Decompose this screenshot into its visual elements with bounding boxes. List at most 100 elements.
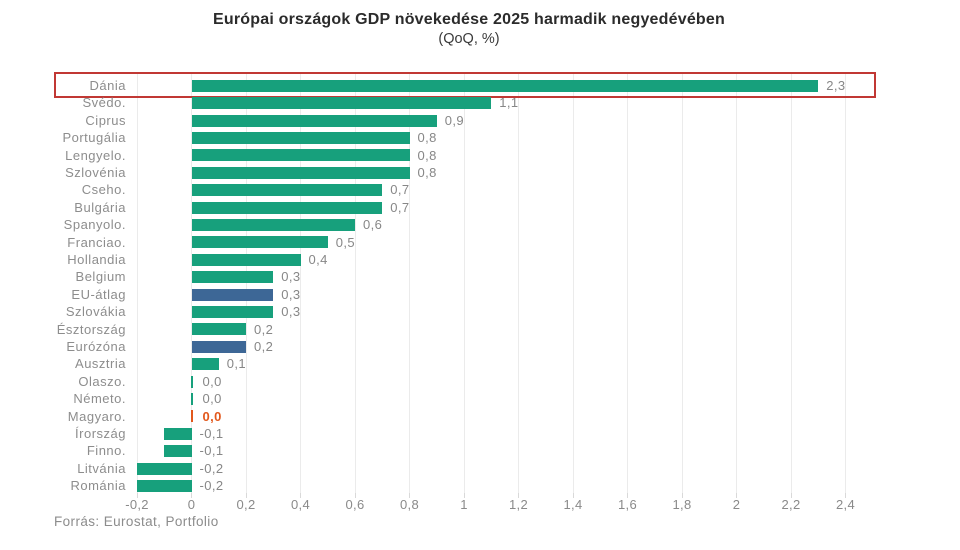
country-label: Románia [70, 478, 126, 494]
value-label: 0,8 [417, 147, 437, 163]
x-tick-mark [409, 493, 410, 498]
country-label: Hollandia [67, 252, 126, 267]
value-label: 0,3 [281, 304, 301, 320]
x-tick-mark [518, 493, 519, 498]
x-tick-label: 1,8 [672, 497, 692, 512]
value-label: 0,2 [254, 321, 274, 337]
country-label: Németo. [73, 391, 126, 407]
gridline [736, 72, 737, 493]
x-tick-mark [845, 493, 846, 498]
value-label: -0,2 [199, 460, 224, 476]
value-label: 2,3 [826, 78, 846, 93]
country-label: Magyaro. [67, 408, 126, 424]
x-tick-label: 2,4 [836, 497, 855, 512]
x-tick-mark [572, 493, 574, 498]
country-label: Eurózóna [66, 339, 126, 354]
gridline [845, 72, 846, 493]
x-tick-label: 0 [187, 497, 196, 512]
value-label: -0,1 [199, 426, 224, 441]
x-tick-label: -0,2 [125, 497, 149, 512]
country-label: Ciprus [85, 112, 126, 128]
country-label: Spanyolo. [63, 217, 126, 233]
gridline [572, 72, 574, 493]
x-tick-mark [463, 493, 465, 498]
value-label: 0,9 [444, 112, 465, 128]
x-tick-mark [354, 493, 356, 498]
country-label: Svédo. [82, 95, 126, 111]
x-tick-label: 2,2 [781, 497, 801, 512]
bar [137, 479, 192, 492]
value-label: 0,1 [226, 356, 247, 372]
bar [191, 271, 274, 284]
country-label: Finno. [86, 443, 126, 459]
country-label: Bulgária [74, 199, 126, 215]
x-tick-mark [191, 493, 192, 498]
country-label: Szlovákia [65, 304, 126, 320]
country-label: Írország [75, 426, 126, 441]
bar [164, 445, 192, 458]
bar [191, 340, 246, 353]
x-tick-mark [681, 493, 683, 498]
country-label: Lengyelo. [65, 147, 126, 163]
chart-title: Európai országok GDP növekedése 2025 har… [213, 11, 725, 28]
x-tick-mark [136, 493, 138, 498]
x-tick-mark [736, 493, 737, 498]
x-tick-mark [627, 493, 628, 498]
value-label: 0,4 [308, 252, 328, 267]
bar [191, 114, 437, 127]
gridline [463, 72, 465, 493]
gridline [409, 72, 410, 493]
value-label: 0,7 [390, 199, 410, 215]
highlight-box [54, 72, 876, 99]
gridline [136, 72, 138, 493]
value-label: 0,0 [202, 391, 222, 407]
x-tick-label: 2 [732, 497, 741, 512]
x-tick-label: 1,4 [563, 497, 583, 512]
value-label: 0,0 [202, 373, 222, 389]
x-tick-mark [245, 493, 247, 498]
value-label: 0,6 [363, 217, 383, 233]
bar [191, 218, 355, 231]
gridline [300, 72, 301, 493]
bar [190, 410, 193, 423]
country-label: Szlovénia [65, 165, 126, 180]
bar [191, 79, 819, 92]
x-tick-label: 1,2 [509, 497, 528, 512]
country-label: EU-átlag [71, 286, 126, 302]
country-label: Dánia [89, 78, 126, 93]
x-tick-mark [790, 493, 792, 498]
bar [191, 131, 410, 144]
value-label: 0,3 [281, 286, 301, 302]
bar [191, 201, 383, 214]
bar [191, 305, 274, 318]
x-tick-label: 1,6 [618, 497, 637, 512]
value-label: -0,1 [199, 443, 224, 459]
gridline [681, 72, 683, 493]
chart-subtitle: (QoQ, %) [438, 31, 500, 47]
x-tick-label: 0,8 [400, 497, 419, 512]
country-label: Olaszo. [78, 373, 126, 389]
x-tick-label: 0,6 [345, 497, 365, 512]
country-label: Belgium [75, 269, 126, 285]
source-note: Forrás: Eurostat, Portfolio [54, 514, 219, 529]
country-label: Cseho. [81, 182, 126, 198]
bar [190, 392, 193, 405]
bar [190, 375, 193, 388]
country-label: Portugália [62, 130, 126, 146]
bar [137, 462, 192, 475]
x-tick-label: 1 [460, 497, 468, 512]
x-tick-mark [300, 493, 301, 498]
value-label: 0,7 [390, 182, 410, 198]
gridline [790, 72, 792, 493]
gridline [518, 72, 519, 493]
bar [191, 253, 301, 266]
value-label: 0,0 [202, 408, 222, 424]
gridline [627, 72, 628, 493]
value-label: 1,1 [499, 95, 519, 111]
country-label: Észtország [56, 321, 126, 337]
bar [191, 323, 246, 336]
bar [191, 236, 328, 249]
gridline [354, 72, 356, 493]
value-label: 0,8 [417, 130, 437, 146]
